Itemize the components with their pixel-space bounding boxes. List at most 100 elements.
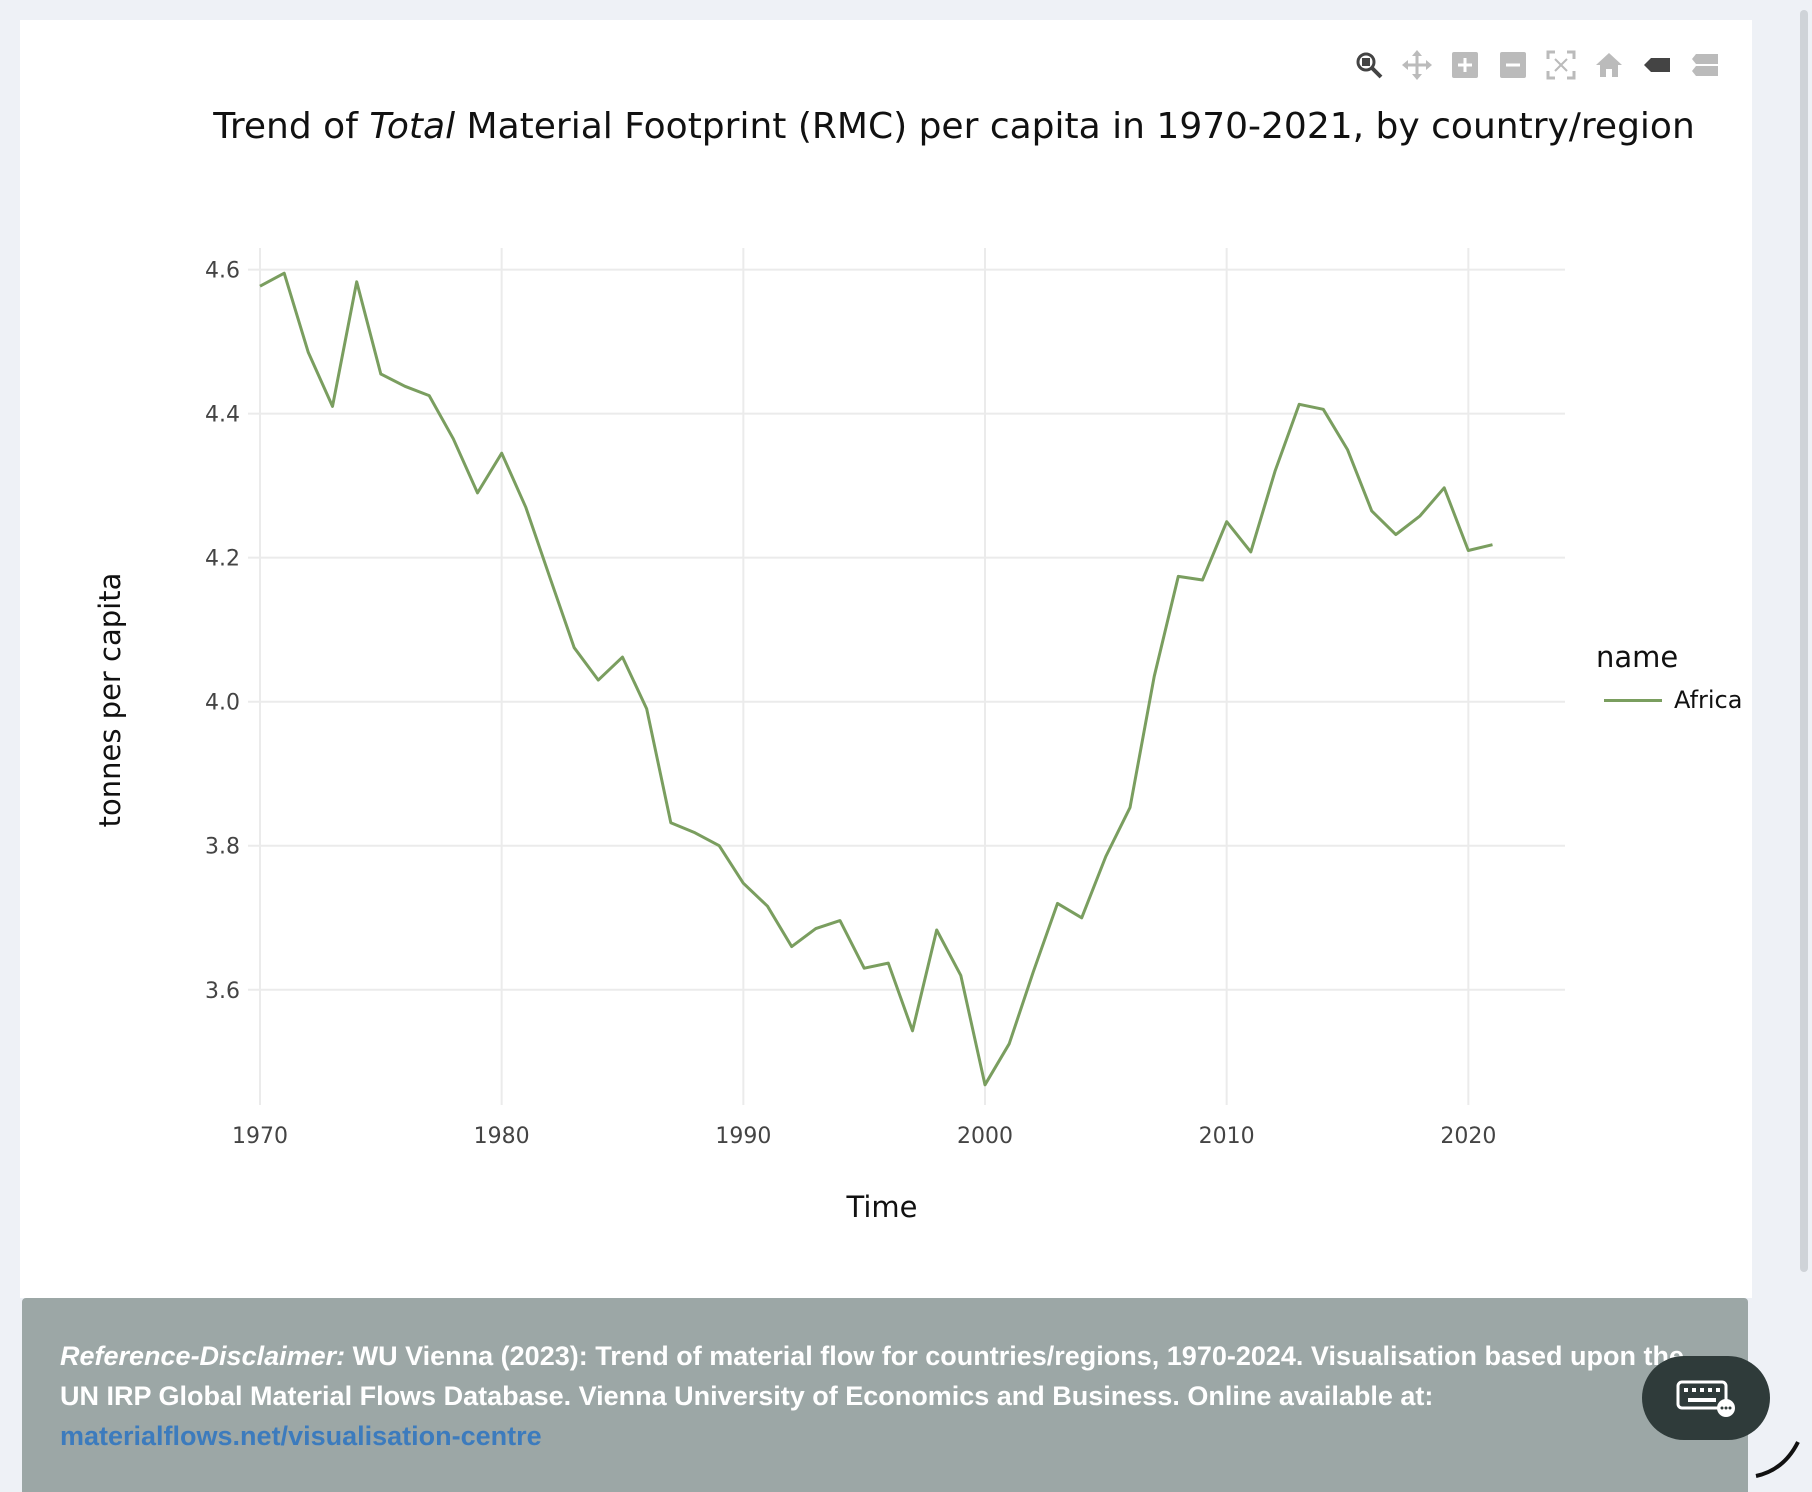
data-point[interactable] — [958, 972, 964, 978]
data-point[interactable] — [837, 918, 843, 924]
data-point[interactable] — [1296, 401, 1302, 407]
legend-swatch — [1604, 698, 1662, 702]
data-point[interactable] — [475, 490, 481, 496]
chart-title: Trend of Total Material Footprint (RMC) … — [20, 106, 1812, 147]
data-point[interactable] — [789, 944, 795, 950]
data-point[interactable] — [861, 965, 867, 971]
data-point[interactable] — [1465, 547, 1471, 553]
disclaimer-label: Reference-Disclaimer: — [60, 1341, 346, 1371]
data-point[interactable] — [1320, 406, 1326, 412]
y-tick-label: 4.0 — [205, 691, 240, 716]
data-point[interactable] — [910, 1028, 916, 1034]
reset-axes-icon[interactable] — [1592, 48, 1626, 82]
data-point[interactable] — [305, 349, 311, 355]
data-point[interactable] — [644, 706, 650, 712]
plot-area[interactable]: 1970 1980 1990 2000 2010 2020 3.6 3.8 4.0 4.2 4.4… — [20, 20, 1752, 1298]
data-point[interactable] — [595, 677, 601, 683]
x-tick-label: 1980 — [474, 1124, 530, 1149]
data-point[interactable] — [1248, 549, 1254, 555]
pan-icon[interactable] — [1400, 48, 1434, 82]
x-tick-label: 2010 — [1199, 1124, 1255, 1149]
data-point[interactable] — [1393, 532, 1399, 538]
data-point[interactable] — [1103, 854, 1109, 860]
x-tick-label: 1970 — [232, 1124, 288, 1149]
x-axis-label: Time — [846, 1190, 918, 1224]
legend-title: name — [1596, 640, 1679, 674]
y-tick-label: 4.6 — [205, 259, 240, 284]
data-point[interactable] — [692, 830, 698, 836]
scrollbar[interactable] — [1800, 10, 1808, 1272]
keyboard-icon — [1676, 1380, 1735, 1417]
data-point[interactable] — [402, 383, 408, 389]
y-gridlines — [248, 268, 1565, 991]
data-point[interactable] — [620, 654, 626, 660]
autoscale-icon[interactable] — [1544, 48, 1578, 82]
hover-compare-icon[interactable] — [1688, 48, 1722, 82]
data-point[interactable] — [716, 843, 722, 849]
data-point[interactable] — [885, 960, 891, 966]
resize-handle[interactable] — [1754, 1430, 1804, 1480]
data-point[interactable] — [813, 926, 819, 932]
y-tick-label: 4.4 — [205, 403, 240, 428]
source-link[interactable]: materialflows.net/visualisation-centre — [60, 1421, 542, 1451]
data-point[interactable] — [523, 504, 529, 510]
hover-closest-icon[interactable] — [1640, 48, 1674, 82]
x-tick-label: 2020 — [1440, 1124, 1496, 1149]
data-point[interactable] — [765, 903, 771, 909]
data-point[interactable] — [1006, 1041, 1012, 1047]
disclaimer-body: WU Vienna (2023): Trend of material flow… — [60, 1341, 1684, 1411]
data-point[interactable] — [281, 270, 287, 276]
data-point[interactable] — [668, 820, 674, 826]
data-point[interactable] — [1030, 969, 1036, 975]
title-emphasis: Total — [369, 106, 456, 147]
data-point[interactable] — [354, 279, 360, 285]
data-point[interactable] — [1175, 573, 1181, 579]
data-point[interactable] — [426, 393, 432, 399]
modebar — [1352, 48, 1722, 82]
disclaimer-text: Reference-Disclaimer: WU Vienna (2023): … — [60, 1336, 1720, 1456]
title-part: Material Footprint (RMC) per capita in 1… — [455, 106, 1695, 147]
y-tick-label: 3.6 — [205, 979, 240, 1004]
data-point[interactable] — [1079, 915, 1085, 921]
y-axis-label: tonnes per capita — [93, 573, 127, 828]
data-point[interactable] — [450, 436, 456, 442]
legend-label: Africa — [1674, 686, 1743, 714]
data-point[interactable] — [1345, 447, 1351, 453]
data-point[interactable] — [740, 880, 746, 886]
y-tick-label: 3.8 — [205, 835, 240, 860]
data-point[interactable] — [1369, 508, 1375, 514]
data-point[interactable] — [982, 1082, 988, 1088]
data-point[interactable] — [1127, 805, 1133, 811]
zoom-in-icon[interactable] — [1448, 48, 1482, 82]
data-point[interactable] — [571, 645, 577, 651]
data-point[interactable] — [1151, 674, 1157, 680]
legend-item-africa[interactable]: Africa — [1604, 686, 1766, 714]
series-lines — [257, 270, 1496, 1088]
data-point[interactable] — [378, 371, 384, 377]
x-gridlines — [259, 248, 1470, 1105]
x-tick-label: 1990 — [715, 1124, 771, 1149]
data-point[interactable] — [1441, 485, 1447, 491]
data-point[interactable] — [1200, 577, 1206, 583]
zoom-icon[interactable] — [1352, 48, 1386, 82]
zoom-out-icon[interactable] — [1496, 48, 1530, 82]
series-line-africa[interactable] — [259, 271, 1493, 1087]
x-tick-label: 2000 — [957, 1124, 1013, 1149]
data-point[interactable] — [547, 575, 553, 581]
data-point[interactable] — [1417, 513, 1423, 519]
x-tick-labels: 1970 1980 1990 2000 2010 2020 — [232, 1124, 1496, 1149]
data-point[interactable] — [1490, 542, 1496, 548]
y-tick-label: 4.2 — [205, 547, 240, 572]
y-tick-labels: 3.6 3.8 4.0 4.2 4.4 4.6 — [205, 259, 240, 1004]
data-point[interactable] — [1224, 519, 1230, 525]
legend: name Africa — [1596, 640, 1766, 714]
data-point[interactable] — [257, 283, 263, 289]
data-point[interactable] — [934, 927, 940, 933]
data-point[interactable] — [1272, 468, 1278, 474]
reference-disclaimer: Reference-Disclaimer: WU Vienna (2023): … — [22, 1298, 1748, 1492]
data-point[interactable] — [499, 450, 505, 456]
data-point[interactable] — [330, 403, 336, 409]
keyboard-shortcuts-button[interactable] — [1642, 1356, 1770, 1440]
data-point[interactable] — [1055, 900, 1061, 906]
title-part: Trend of — [213, 106, 370, 147]
